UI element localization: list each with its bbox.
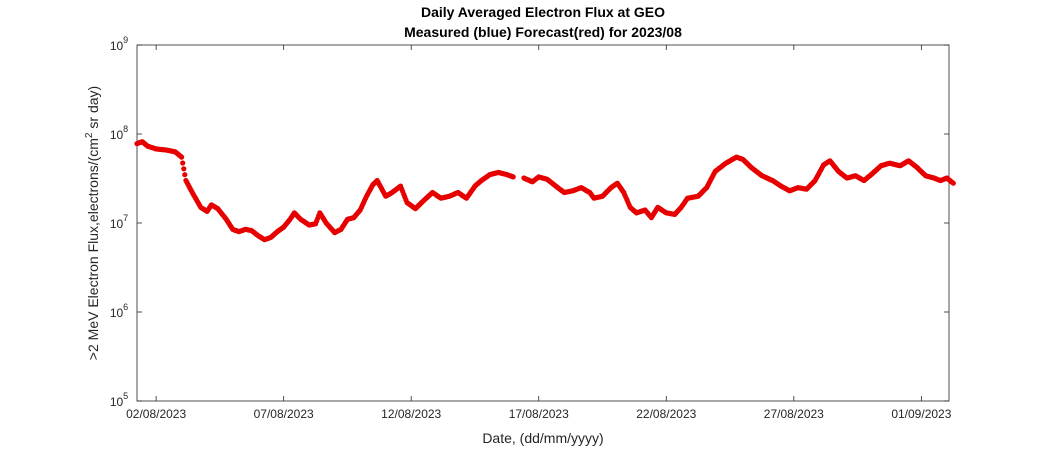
data-point	[180, 160, 186, 166]
x-tick-label: 12/08/2023	[381, 407, 441, 421]
y-tick-label: 106	[110, 302, 128, 320]
data-point	[510, 174, 516, 180]
y-axis-label: >2 MeV Electron Flux,electrons/(cm2 sr d…	[84, 86, 101, 360]
y-tick-base: 10	[110, 395, 124, 409]
y-tick-label: 109	[110, 35, 128, 53]
y-axis-label-suffix: sr day)	[85, 86, 101, 133]
x-axis-ticks: 02/08/2023 07/08/2023 12/08/2023 17/08/2023…	[126, 45, 952, 421]
y-tick-exponent: 7	[123, 213, 128, 223]
x-tick-label: 07/08/2023	[254, 407, 314, 421]
x-tick-label: 17/08/2023	[509, 407, 569, 421]
data-point	[950, 180, 956, 186]
y-tick-exponent: 9	[123, 35, 128, 45]
x-axis-label: Date, (dd/mm/yyyy)	[482, 430, 603, 446]
x-tick-label: 01/09/2023	[891, 407, 951, 421]
y-tick-base: 10	[110, 39, 124, 53]
x-tick-label: 02/08/2023	[126, 407, 186, 421]
chart-subtitle: Measured (blue) Forecast(red) for 2023/0…	[404, 24, 682, 40]
y-tick-label: 107	[110, 213, 128, 231]
y-tick-exponent: 6	[123, 302, 128, 312]
x-tick-label: 27/08/2023	[764, 407, 824, 421]
y-axis-label-sup: 2	[84, 132, 95, 138]
x-tick-label: 22/08/2023	[636, 407, 696, 421]
data-point	[182, 172, 188, 178]
y-axis-label-prefix: >2 MeV Electron Flux,electrons/(cm	[85, 138, 101, 360]
data-series-points	[134, 139, 956, 243]
data-point	[179, 154, 185, 160]
y-tick-base: 10	[110, 306, 124, 320]
plot-area	[136, 44, 950, 402]
y-tick-base: 10	[110, 217, 124, 231]
chart-title: Daily Averaged Electron Flux at GEO	[421, 4, 665, 20]
data-point	[181, 166, 187, 172]
y-tick-exponent: 8	[123, 124, 128, 134]
y-tick-label: 105	[110, 391, 128, 409]
y-tick-label: 108	[110, 124, 128, 142]
y-tick-exponent: 5	[123, 391, 128, 401]
y-tick-base: 10	[110, 128, 124, 142]
